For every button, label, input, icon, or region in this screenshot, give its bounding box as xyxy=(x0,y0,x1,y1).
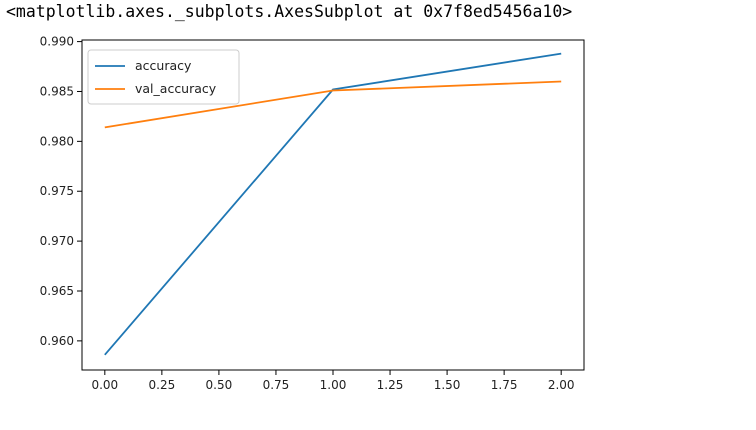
x-tick-label: 1.00 xyxy=(320,378,347,392)
x-tick-label: 2.00 xyxy=(548,378,575,392)
y-axis: 0.960 0.965 0.970 0.975 0.980 0.985 0.990 xyxy=(40,35,82,348)
legend-label: accuracy xyxy=(135,58,192,73)
y-tick-label: 0.965 xyxy=(40,284,74,298)
x-tick-label: 0.25 xyxy=(149,378,176,392)
series-line-val-accuracy xyxy=(104,80,562,129)
y-tick-label: 0.960 xyxy=(40,334,74,348)
legend-label: val_accuracy xyxy=(135,81,217,96)
x-tick-label: 0.50 xyxy=(206,378,233,392)
x-tick-label: 0.00 xyxy=(91,378,118,392)
series-line-accuracy xyxy=(104,52,562,356)
y-tick-label: 0.990 xyxy=(40,35,74,49)
x-tick-label: 1.75 xyxy=(491,378,518,392)
y-tick-label: 0.975 xyxy=(40,184,74,198)
x-tick-label: 1.25 xyxy=(377,378,404,392)
y-tick-label: 0.980 xyxy=(40,134,74,148)
series-lines xyxy=(104,52,562,356)
y-tick-label: 0.985 xyxy=(40,84,74,98)
x-tick-label: 0.75 xyxy=(263,378,290,392)
cell-output-repr: <matplotlib.axes._subplots.AxesSubplot a… xyxy=(6,2,573,21)
legend-box xyxy=(87,49,240,105)
x-axis: 0.00 0.25 0.50 0.75 1.00 1.25 1.50 1.75 2.00 xyxy=(91,370,575,392)
y-tick-label: 0.970 xyxy=(40,234,74,248)
legend: accuracy val_accuracy xyxy=(87,49,240,105)
x-tick-label: 1.50 xyxy=(434,378,461,392)
